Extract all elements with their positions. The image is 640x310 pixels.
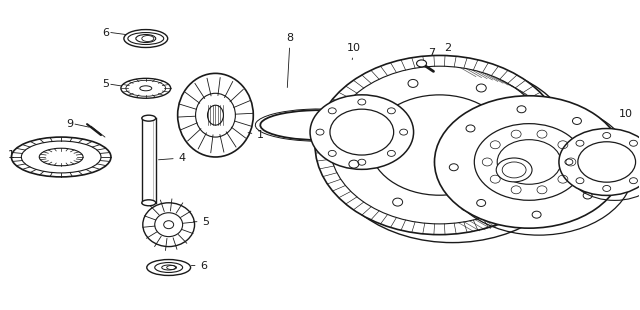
Text: 4: 4: [512, 195, 528, 205]
Text: 6: 6: [102, 28, 109, 38]
Ellipse shape: [12, 137, 111, 177]
Text: 3: 3: [560, 113, 567, 123]
Ellipse shape: [330, 109, 394, 155]
Ellipse shape: [178, 73, 253, 157]
Text: 6: 6: [191, 260, 207, 271]
Ellipse shape: [496, 158, 532, 182]
Ellipse shape: [142, 115, 156, 121]
Text: 4: 4: [159, 153, 186, 163]
Ellipse shape: [474, 124, 584, 200]
Ellipse shape: [417, 60, 426, 67]
Ellipse shape: [315, 55, 564, 235]
Ellipse shape: [578, 142, 636, 182]
Text: 10: 10: [619, 109, 633, 119]
Ellipse shape: [124, 29, 168, 47]
Text: 1: 1: [8, 150, 15, 160]
Text: 10: 10: [347, 42, 361, 60]
Ellipse shape: [143, 203, 195, 246]
Ellipse shape: [310, 95, 413, 169]
Text: 8: 8: [287, 33, 294, 87]
Ellipse shape: [435, 96, 623, 228]
Ellipse shape: [142, 200, 156, 206]
Text: 2: 2: [444, 42, 451, 55]
Ellipse shape: [370, 95, 509, 195]
Text: 9: 9: [66, 119, 73, 129]
Text: 1: 1: [248, 130, 264, 140]
Ellipse shape: [121, 78, 171, 98]
Ellipse shape: [559, 129, 640, 195]
Text: 5: 5: [193, 217, 209, 227]
Text: 7: 7: [428, 48, 435, 66]
Ellipse shape: [147, 259, 191, 276]
Text: 5: 5: [102, 79, 109, 89]
